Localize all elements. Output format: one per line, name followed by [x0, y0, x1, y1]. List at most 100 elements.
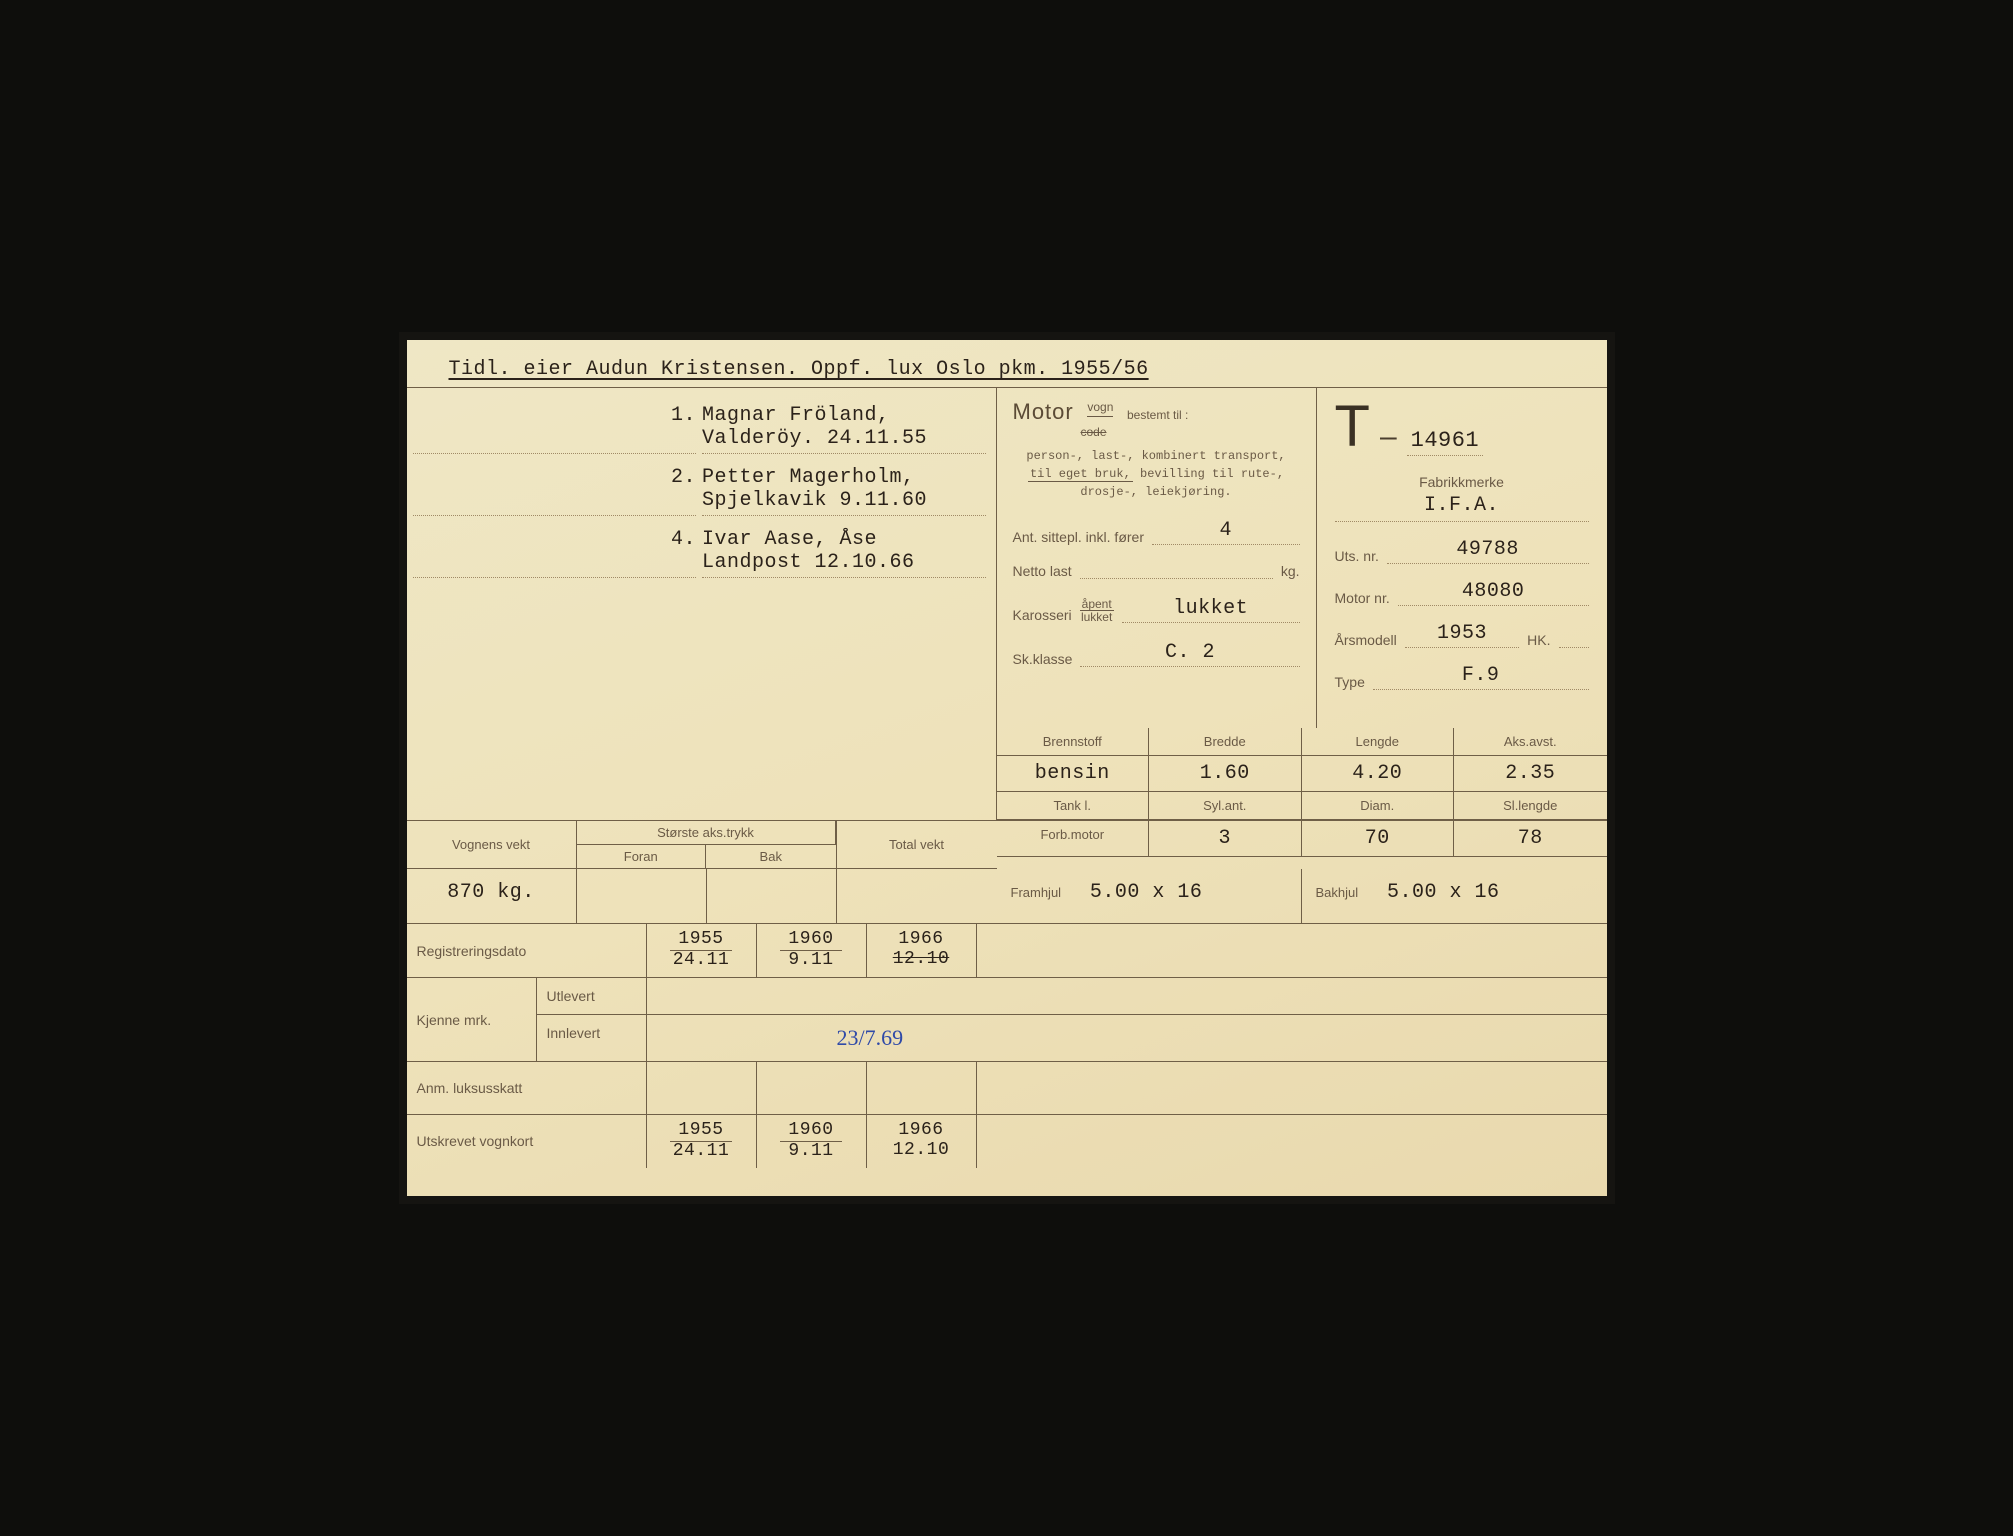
weight-header: Vognens vekt Største aks.trykk Foran Bak…	[407, 821, 997, 869]
aks-sub: Største aks.trykk Foran Bak	[577, 821, 837, 868]
owner-num: 2.	[413, 466, 697, 516]
vognkort-rest	[977, 1115, 1607, 1168]
owner-row: 2. Petter Magerholm, Spjelkavik 9.11.60	[413, 460, 986, 522]
vognkort-row: Utskrevet vognkort 195524.11 19609.11 19…	[407, 1115, 1607, 1168]
karosseri-row: Karosseri åpent lukket lukket	[1013, 597, 1300, 623]
fabrikk-label: Fabrikkmerke	[1335, 474, 1589, 490]
kjenne-label: Kjenne mrk.	[407, 978, 537, 1061]
spec2-v2: 3	[1149, 821, 1302, 857]
karosseri-frac-bot: lukket	[1081, 611, 1112, 623]
regdate-c1y: 1955	[670, 930, 731, 951]
anm-c2	[757, 1062, 867, 1114]
spec1-h3: Lengde	[1302, 728, 1455, 756]
regdate-c3: 196612.10	[867, 924, 977, 977]
regdate-c3y: 1966	[898, 930, 943, 950]
uts-value: 49788	[1387, 538, 1589, 564]
motor-sub-1: person-, last-, kombinert transport,	[1013, 447, 1300, 465]
regdate-c2d: 9.11	[788, 951, 833, 971]
owner-text: Magnar Fröland, Valderöy. 24.11.55	[702, 404, 986, 454]
netto-value	[1080, 576, 1273, 579]
owner-num: 1.	[413, 404, 697, 454]
plate-number: 14961	[1407, 428, 1484, 456]
fabrikk-value: I.F.A.	[1335, 490, 1589, 522]
anm-label: Anm. luksusskatt	[407, 1062, 647, 1114]
utlevert-value	[647, 978, 1607, 1015]
owner-row: 1. Magnar Fröland, Valderöy. 24.11.55	[413, 398, 986, 460]
owners-box: 1. Magnar Fröland, Valderöy. 24.11.55 2.…	[407, 388, 997, 728]
plate: T – 14961	[1335, 398, 1589, 456]
kjennemrk-block: Kjenne mrk. Utlevert Innlevert 23/7.69	[407, 978, 1607, 1062]
hk-value	[1559, 647, 1589, 648]
vognkort-c1d: 24.11	[673, 1142, 730, 1162]
netto-unit: kg.	[1281, 563, 1300, 579]
motor-sub-3: drosje-, leiekjøring.	[1013, 483, 1300, 501]
regdate-c2y: 1960	[780, 930, 841, 951]
front-wheel-value: 5.00 x 16	[1090, 881, 1203, 904]
type-label: Type	[1335, 674, 1365, 690]
vognkort-c2: 19609.11	[757, 1115, 867, 1168]
regdate-rest	[977, 924, 1607, 977]
spec2-h2: Syl.ant.	[1149, 792, 1302, 820]
regdate-c2: 19609.11	[757, 924, 867, 977]
motor-heading: Motor vogn bestemt til : code	[1013, 398, 1300, 441]
spec1-v4: 2.35	[1454, 756, 1607, 792]
spec-block-2: Forb.motor 3 70 78	[997, 821, 1607, 869]
spec2-h1: Tank l.	[997, 792, 1150, 820]
motor-box: Motor vogn bestemt til : code person-, l…	[997, 388, 1317, 728]
registration-card: Tidl. eier Audun Kristensen. Oppf. lux O…	[399, 332, 1615, 1203]
innlevert-label: Innlevert	[537, 1015, 647, 1061]
netto-row: Netto last kg.	[1013, 563, 1300, 579]
weight-values: 870 kg.	[407, 869, 997, 924]
header-text: Tidl. eier Audun Kristensen. Oppf. lux O…	[449, 358, 1149, 381]
aks-label: Største aks.trykk	[577, 821, 836, 845]
motor-subtext: person-, last-, kombinert transport, til…	[1013, 447, 1300, 501]
regdate-label: Registreringsdato	[407, 924, 647, 977]
regdate-c1d: 24.11	[673, 951, 730, 971]
anm-row: Anm. luksusskatt	[407, 1062, 1607, 1115]
rear-wheel-value: 5.00 x 16	[1387, 881, 1500, 904]
owner-text: Ivar Aase, Åse Landpost 12.10.66	[702, 528, 986, 578]
main-grid: 1. Magnar Fröland, Valderöy. 24.11.55 2.…	[407, 387, 1607, 1195]
aarsmodell-label: Årsmodell	[1335, 632, 1397, 648]
vognkort-c3: 196612.10	[867, 1115, 977, 1168]
foran-label: Foran	[577, 845, 707, 868]
seats-row: Ant. sittepl. inkl. fører 4	[1013, 519, 1300, 545]
utlevert-label: Utlevert	[537, 978, 647, 1015]
owner-num: 4.	[413, 528, 697, 578]
spec2-v3: 70	[1302, 821, 1455, 857]
spec1-v3: 4.20	[1302, 756, 1455, 792]
motor-frac-bot: code	[1081, 425, 1107, 439]
rear-wheel: Bakhjul 5.00 x 16	[1302, 869, 1607, 923]
vognkort-c1: 195524.11	[647, 1115, 757, 1168]
anm-c1	[647, 1062, 757, 1114]
spec1-v2: 1.60	[1149, 756, 1302, 792]
totalvekt-label: Total vekt	[837, 821, 997, 868]
innlevert-handwriting: 23/7.69	[837, 1025, 904, 1050]
motor-title: Motor	[1013, 399, 1074, 424]
plate-dash: –	[1380, 420, 1397, 454]
spec1-h4: Aks.avst.	[1454, 728, 1607, 756]
spec2-v4: 78	[1454, 821, 1607, 857]
skklasse-row: Sk.klasse C. 2	[1013, 641, 1300, 667]
motor-frac-top: vogn	[1087, 400, 1113, 414]
aarsmodell-value: 1953	[1405, 622, 1519, 648]
vognvekt-value: 870 kg.	[407, 869, 577, 923]
seats-value: 4	[1152, 519, 1300, 545]
innlevert-value: 23/7.69	[647, 1015, 1607, 1061]
spec2-h4: Sl.lengde	[1454, 792, 1607, 820]
motor-sub-2b: bevilling til rute-,	[1133, 467, 1284, 481]
owner-text: Petter Magerholm, Spjelkavik 9.11.60	[702, 466, 986, 516]
bak-value	[707, 869, 837, 923]
front-wheel: Framhjul 5.00 x 16	[997, 869, 1302, 923]
karosseri-label: Karosseri	[1013, 607, 1072, 623]
regdate-row: Registreringsdato 195524.11 19609.11 196…	[407, 924, 1607, 978]
regdate-c3d: 12.10	[893, 950, 950, 970]
skklasse-value: C. 2	[1080, 641, 1299, 667]
motor-sub-2a: til eget bruk,	[1028, 467, 1133, 482]
spec1-h1: Brennstoff	[997, 728, 1150, 756]
type-value: F.9	[1373, 664, 1589, 690]
vognkort-label: Utskrevet vognkort	[407, 1115, 647, 1168]
vognvekt-label: Vognens vekt	[407, 821, 577, 868]
vognkort-c2d: 9.11	[788, 1142, 833, 1162]
spec1-v1: bensin	[997, 756, 1150, 792]
